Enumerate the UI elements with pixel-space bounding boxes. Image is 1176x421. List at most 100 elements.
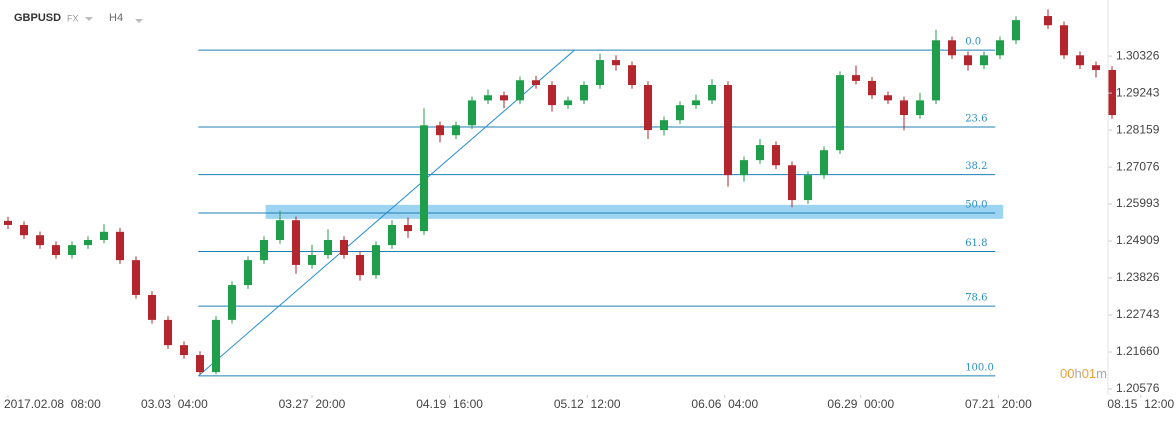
timer-unit: h: [1074, 366, 1081, 381]
candle-body: [564, 100, 572, 106]
x-tick-label: 04.19 16:00: [416, 397, 483, 411]
candle-body: [820, 150, 828, 176]
candle-body: [932, 40, 940, 101]
fib-level-label: 78.6: [965, 293, 987, 304]
market[interactable]: FX: [67, 13, 79, 23]
candle-body: [260, 240, 268, 261]
candle-body: [484, 95, 492, 101]
candle-body: [1044, 16, 1052, 26]
y-tick-label: 1.21660: [1116, 344, 1160, 358]
candle-body: [436, 125, 444, 136]
candle-body: [20, 224, 28, 236]
candle-body: [356, 255, 364, 276]
y-tick-label: 1.29243: [1116, 85, 1160, 99]
candle-body: [308, 255, 316, 265]
candle-body: [1092, 65, 1100, 70]
fib-level-label: 100.0: [965, 362, 994, 373]
candle-body: [532, 80, 540, 86]
candle-body: [180, 345, 188, 356]
candle-body: [964, 55, 972, 66]
candle-body: [324, 240, 332, 256]
candle-body: [580, 85, 588, 101]
x-tick-label: 2017.02.08 08:00: [4, 397, 101, 411]
candle-body: [884, 95, 892, 101]
candle-body: [164, 319, 172, 346]
candle-body: [516, 80, 524, 101]
x-tick-label: 06.29 00:00: [827, 397, 894, 411]
candle-body: [388, 224, 396, 246]
x-tick-label: 03.03 04:00: [141, 397, 208, 411]
candle-body: [660, 120, 668, 131]
candle-body: [1060, 25, 1068, 56]
fib-level-label: 61.8: [965, 238, 987, 249]
timer-minutes: 01: [1082, 366, 1096, 381]
candle-body: [548, 85, 556, 106]
x-tick-label: 07.21 20:00: [965, 397, 1032, 411]
candle-body: [116, 231, 124, 261]
fib-level-label: 0.0: [965, 37, 981, 48]
candle-body: [676, 105, 684, 121]
candle-body: [756, 145, 764, 161]
fib-level-label: 38.2: [965, 161, 987, 172]
candle-body: [868, 80, 876, 96]
candle-body: [708, 85, 716, 101]
highlight-band: [265, 204, 1004, 219]
candle-body: [628, 65, 636, 86]
candle-body: [468, 100, 476, 126]
timer: 00h01m: [1060, 366, 1107, 381]
timer-unit: m: [1096, 366, 1107, 381]
candle-body: [68, 245, 76, 256]
candle-body: [84, 240, 92, 246]
timeframe[interactable]: H4: [109, 12, 123, 24]
y-tick-label: 1.20576: [1116, 381, 1160, 395]
candle-body: [596, 60, 604, 86]
y-tick-label: 1.25993: [1116, 196, 1160, 210]
y-tick-label: 1.27076: [1116, 159, 1160, 173]
candle-body: [852, 75, 860, 81]
x-tick-label: 06.06 04:00: [691, 397, 758, 411]
y-tick-label: 1.28159: [1116, 122, 1160, 136]
fib-level-label: 23.6: [965, 114, 987, 125]
y-tick-label: 1.24909: [1116, 233, 1160, 247]
trend-line: [198, 49, 575, 377]
candle-body: [980, 55, 988, 66]
candle-body: [372, 245, 380, 276]
dropdown-arrow[interactable]: [135, 19, 143, 23]
y-tick-label: 1.30326: [1116, 48, 1160, 62]
candle-body: [644, 85, 652, 131]
candle-body: [788, 165, 796, 201]
candle-body: [212, 319, 220, 373]
candle-body: [452, 125, 460, 136]
candle-body: [420, 125, 428, 232]
y-tick-label: 1.22743: [1116, 307, 1160, 321]
dropdown-arrow[interactable]: [85, 17, 93, 21]
candle-body: [1108, 69, 1116, 116]
candle-body: [836, 75, 844, 151]
candle-body: [804, 175, 812, 201]
candle-body: [228, 285, 236, 320]
candle-body: [132, 260, 140, 295]
candle-body: [52, 245, 60, 256]
candle-body: [500, 95, 508, 101]
candle-body: [772, 145, 780, 166]
symbol[interactable]: GBPUSD: [14, 12, 61, 24]
candle-body: [148, 294, 156, 320]
candle-body: [340, 240, 348, 256]
x-tick-label: 05.12 12:00: [554, 397, 621, 411]
candle-body: [916, 100, 924, 116]
candle-body: [740, 160, 748, 176]
candle-body: [244, 260, 252, 286]
candle-body: [724, 85, 732, 176]
candle-body: [612, 60, 620, 66]
candle-body: [948, 40, 956, 56]
candle-body: [900, 100, 908, 116]
candle-body: [692, 100, 700, 106]
candle-body: [404, 224, 412, 232]
candle-body: [276, 220, 284, 241]
candle-body: [36, 235, 44, 246]
fib-level-label: 50.0: [965, 200, 987, 211]
candle-body: [292, 220, 300, 265]
candle-body: [1076, 55, 1084, 66]
timer-hours: 00: [1060, 366, 1074, 381]
